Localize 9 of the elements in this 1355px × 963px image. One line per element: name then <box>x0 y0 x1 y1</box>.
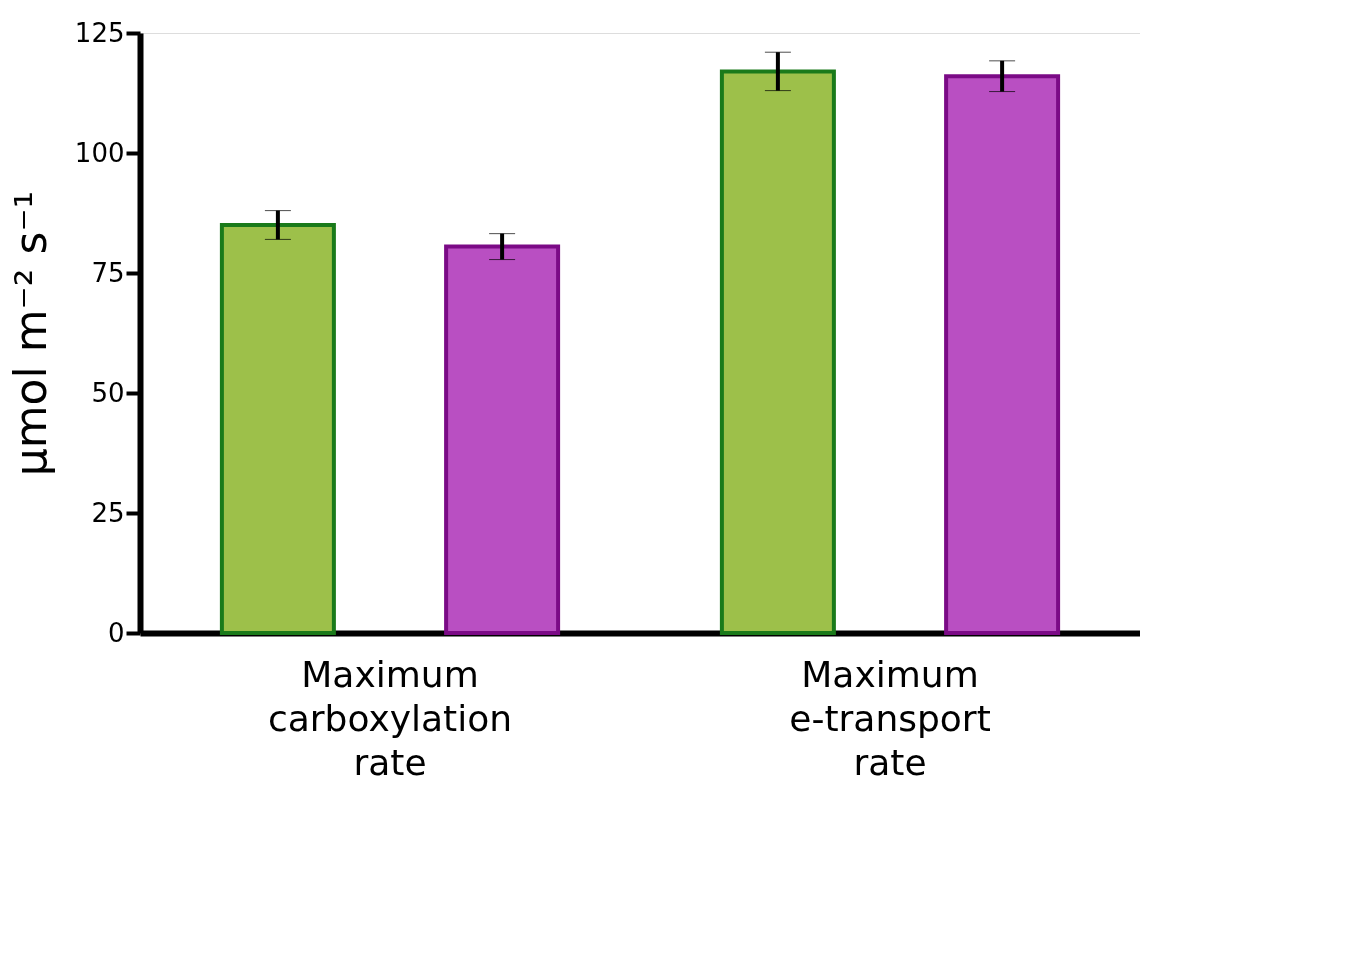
y-tick-label: 25 <box>91 497 125 528</box>
y-tick-label: 125 <box>74 17 125 48</box>
x-tick-label: Maximum e-transport rate <box>789 653 991 783</box>
y-tick-label: 50 <box>91 377 125 408</box>
y-tick-label: 100 <box>74 137 125 168</box>
y-tick-label: 75 <box>91 257 125 288</box>
y-axis-title: μmol m⁻² s⁻¹ <box>4 190 56 477</box>
y-tick-label: 0 <box>107 617 125 648</box>
x-tick-label: Maximum carboxylation rate <box>267 653 513 783</box>
